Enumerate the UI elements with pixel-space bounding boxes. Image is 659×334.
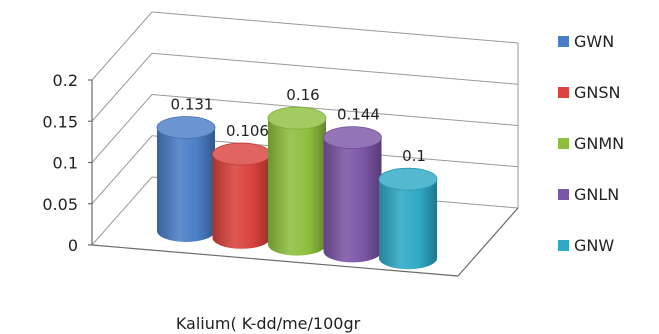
bar-body-gnw xyxy=(379,179,437,270)
legend-item-gnmn: GNMN xyxy=(558,134,624,153)
x-axis-line xyxy=(91,244,459,277)
bar-gnln xyxy=(323,126,382,263)
bar-top-gwn xyxy=(156,116,216,139)
chart-bars xyxy=(156,106,438,270)
legend-label-gnmn: GNMN xyxy=(574,134,624,153)
bar-top-gnsn xyxy=(212,142,271,166)
bar-body-gnln xyxy=(323,137,382,263)
bar-gnw xyxy=(378,167,438,270)
data-label-gwn: 0.131 xyxy=(171,96,214,114)
bar-top-gnln xyxy=(323,126,382,150)
gridline-side-0 xyxy=(91,176,153,246)
y-axis-ticks: 0 0.05 0.1 0.15 0.2 xyxy=(42,71,92,255)
y-tick-label-1: 0.05 xyxy=(42,195,78,214)
bar-body-gnmn xyxy=(268,118,326,256)
legend-swatch-gnmn xyxy=(558,138,569,149)
gridline-side-3 xyxy=(91,52,153,122)
legend-swatch-gwn xyxy=(558,36,569,47)
floor-right-edge xyxy=(457,207,519,277)
bar-top-gnmn xyxy=(267,106,327,130)
y-tick-label-2: 0.1 xyxy=(53,154,78,173)
bar-gnsn xyxy=(212,142,271,249)
data-label-gnmn: 0.16 xyxy=(286,86,319,104)
data-labels: 0.131 0.106 0.16 0.144 0.1 xyxy=(171,86,426,165)
bar-body-gnsn xyxy=(212,154,271,249)
data-label-gnw: 0.1 xyxy=(402,147,426,165)
data-label-gnsn: 0.106 xyxy=(226,122,269,140)
legend-item-gnsn: GNSN xyxy=(558,83,621,102)
gridline-back-3 xyxy=(151,52,519,85)
y-tick-label-4: 0.2 xyxy=(53,71,78,90)
gridline-back-4 xyxy=(151,11,519,44)
legend-label-gnsn: GNSN xyxy=(574,83,621,102)
legend-swatch-gnln xyxy=(558,189,569,200)
legend-item-gnw: GNW xyxy=(558,236,614,255)
legend-label-gnw: GNW xyxy=(574,236,614,255)
legend-label-gwn: GWN xyxy=(574,32,614,51)
legend-swatch-gnsn xyxy=(558,87,569,98)
bar-gnmn xyxy=(267,106,327,256)
gridline-side-2 xyxy=(91,94,153,163)
data-label-gnln: 0.144 xyxy=(337,106,380,124)
bar-top-gnw xyxy=(378,167,438,191)
y-tick-label-3: 0.15 xyxy=(42,112,78,131)
x-axis-label: Kalium( K-dd/me/100gr xyxy=(176,314,361,333)
legend-swatch-gnw xyxy=(558,240,569,251)
bar-body-gwn xyxy=(157,127,215,242)
gridline-side-1 xyxy=(91,135,153,205)
bar-gwn xyxy=(156,116,216,242)
legend-item-gnln: GNLN xyxy=(558,185,619,204)
legend-label-gnln: GNLN xyxy=(574,185,619,204)
gridline-side-4 xyxy=(91,11,153,81)
legend-item-gwn: GWN xyxy=(558,32,614,51)
gridline-back-2 xyxy=(151,94,519,126)
y-tick-label-0: 0 xyxy=(68,236,78,255)
chart-legend: GWN GNSN GNMN GNLN GNW xyxy=(558,32,624,255)
